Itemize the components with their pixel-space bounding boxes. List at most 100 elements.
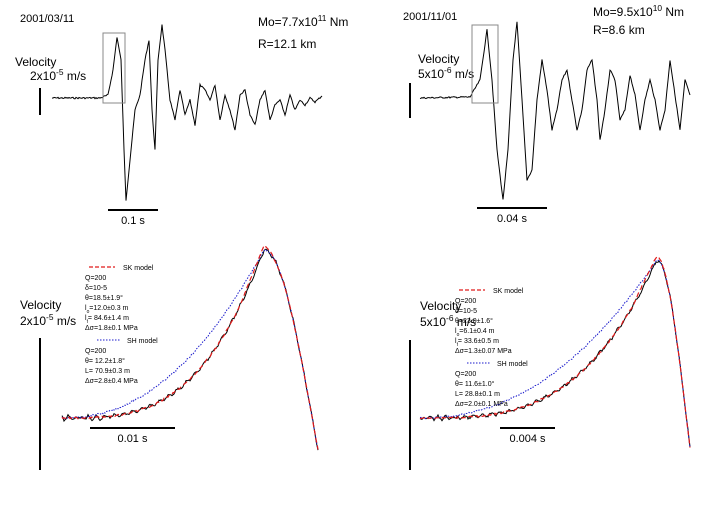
amplitude-label: Velocity xyxy=(418,52,459,66)
amplitude-label: Velocity xyxy=(420,299,461,313)
time-scale: 0.004 s xyxy=(509,433,546,445)
text-piece: Q=200 xyxy=(455,371,476,378)
text-piece: -5 xyxy=(56,67,64,77)
sh-model-curve xyxy=(61,249,319,450)
date: 2001/03/11 xyxy=(20,13,74,25)
text-piece: L= 70.9±0.3 m xyxy=(85,368,130,375)
text-piece: θ=18.5±1.9° xyxy=(85,294,123,302)
parameter: θ= 12.2±1.8° xyxy=(85,357,125,365)
legend-label: SH model xyxy=(497,361,528,368)
text-piece: Δσ=2.8±0.4 MPa xyxy=(85,378,138,385)
time-scale: 0.01 s xyxy=(118,433,148,445)
text-piece: f xyxy=(87,319,89,325)
parameter: Δσ=2.0±0.1 MPa xyxy=(455,401,508,408)
text-piece: -6 xyxy=(446,313,454,323)
text-piece: f xyxy=(457,342,459,348)
text-piece: L= 28.8±0.1 m xyxy=(455,391,500,398)
text-piece: -6 xyxy=(444,65,452,75)
text-piece: = 84.6±1.4 m xyxy=(88,315,129,322)
seismic-moment: Mo=9.5x1010 Nm xyxy=(593,3,684,19)
parameter: l0=6.1±0.4 m xyxy=(455,328,495,338)
text-piece: 2x10 xyxy=(20,314,46,328)
distance: R=12.1 km xyxy=(258,37,316,51)
amplitude-scale: 2x10-5 m/s xyxy=(30,67,86,83)
parameter: Δσ=2.8±0.4 MPa xyxy=(85,378,138,385)
window-box xyxy=(102,32,126,104)
text-piece: -5 xyxy=(101,285,107,292)
text-piece: 11 xyxy=(318,13,327,23)
legend-label: SK model xyxy=(493,288,524,295)
text-piece: =12.0±0.3 m xyxy=(89,305,128,312)
waveform xyxy=(419,21,691,200)
text-piece: θ= 12.2±1.8° xyxy=(85,357,125,365)
text-piece: m/s xyxy=(63,69,86,83)
parameter: Q=200 xyxy=(85,275,106,282)
text-piece: δ=10 xyxy=(85,285,101,292)
text-piece: 0 xyxy=(457,332,460,338)
text-piece: l xyxy=(85,315,87,322)
seismic-moment: Mo=7.7x1011 Nm xyxy=(258,13,348,29)
text-piece: Q=200 xyxy=(455,298,476,305)
legend-label: SH model xyxy=(127,338,158,345)
legend-label: SK model xyxy=(123,265,154,272)
parameter: Q=200 xyxy=(455,298,476,305)
text-piece: θ=23.0±1.6° xyxy=(455,317,493,325)
parameter: θ=23.0±1.6° xyxy=(455,317,493,325)
text-piece: l xyxy=(455,328,457,335)
text-piece: Nm xyxy=(662,5,684,19)
text-piece: 2x10 xyxy=(30,69,56,83)
parameter: L= 28.8±0.1 m xyxy=(455,391,500,398)
text-piece: Δσ=1.3±0.07 MPa xyxy=(455,348,512,355)
amplitude-label: Velocity xyxy=(15,55,56,69)
amplitude-scale: 5x10-6 m/s xyxy=(418,65,474,81)
text-piece: Q=200 xyxy=(85,275,106,282)
distance: R=8.6 km xyxy=(593,23,645,37)
text-piece: 10 xyxy=(653,3,663,13)
text-piece: 5x10 xyxy=(418,67,444,81)
parameter: Q=200 xyxy=(85,348,106,355)
text-piece: =6.1±0.4 m xyxy=(459,328,494,335)
amplitude-scale: 2x10-5 m/s xyxy=(20,312,76,328)
text-piece: = 33.6±0.5 m xyxy=(458,338,499,345)
text-piece: 5x10 xyxy=(420,315,446,329)
parameter: Q=200 xyxy=(455,371,476,378)
sk-model-curve xyxy=(61,244,319,450)
text-piece: m/s xyxy=(53,314,76,328)
observed-waveform xyxy=(61,248,319,451)
parameter: l0=12.0±0.3 m xyxy=(85,305,129,315)
text-piece: m/s xyxy=(451,67,474,81)
waveform xyxy=(51,24,323,201)
window-box xyxy=(471,24,499,104)
text-piece: l xyxy=(85,305,87,312)
text-piece: -5 xyxy=(471,308,477,315)
text-piece: m/s xyxy=(453,315,476,329)
parameter: lf= 33.6±0.5 m xyxy=(455,338,499,348)
parameter: Δσ=1.8±0.1 MPa xyxy=(85,325,138,332)
text-piece: -5 xyxy=(46,312,54,322)
date: 2001/11/01 xyxy=(403,11,457,23)
text-piece: Δσ=2.0±0.1 MPa xyxy=(455,401,508,408)
parameter: δ=10-5 xyxy=(85,285,107,292)
amplitude-scale: 5x10-6 m/s xyxy=(420,313,476,329)
sk-model-curve xyxy=(419,255,691,448)
text-piece: l xyxy=(455,338,457,345)
amplitude-label: Velocity xyxy=(20,298,61,312)
text-piece: Q=200 xyxy=(85,348,106,355)
parameter: lf= 84.6±1.4 m xyxy=(85,315,129,325)
text-piece: Nm xyxy=(326,15,348,29)
parameter: δ=10-5 xyxy=(455,308,477,315)
parameter: L= 70.9±0.3 m xyxy=(85,368,130,375)
text-piece: Mo=9.5x10 xyxy=(593,5,653,19)
text-piece: θ= 11.6±1.0° xyxy=(455,380,495,388)
text-piece: Δσ=1.8±0.1 MPa xyxy=(85,325,138,332)
time-scale: 0.1 s xyxy=(121,215,145,227)
parameter: θ=18.5±1.9° xyxy=(85,294,123,302)
time-scale: 0.04 s xyxy=(497,213,527,225)
text-piece: 0 xyxy=(87,309,90,315)
text-piece: Mo=7.7x10 xyxy=(258,15,318,29)
parameter: Δσ=1.3±0.07 MPa xyxy=(455,348,512,355)
observed-waveform xyxy=(419,260,691,447)
parameter: θ= 11.6±1.0° xyxy=(455,380,495,388)
text-piece: δ=10 xyxy=(455,308,471,315)
